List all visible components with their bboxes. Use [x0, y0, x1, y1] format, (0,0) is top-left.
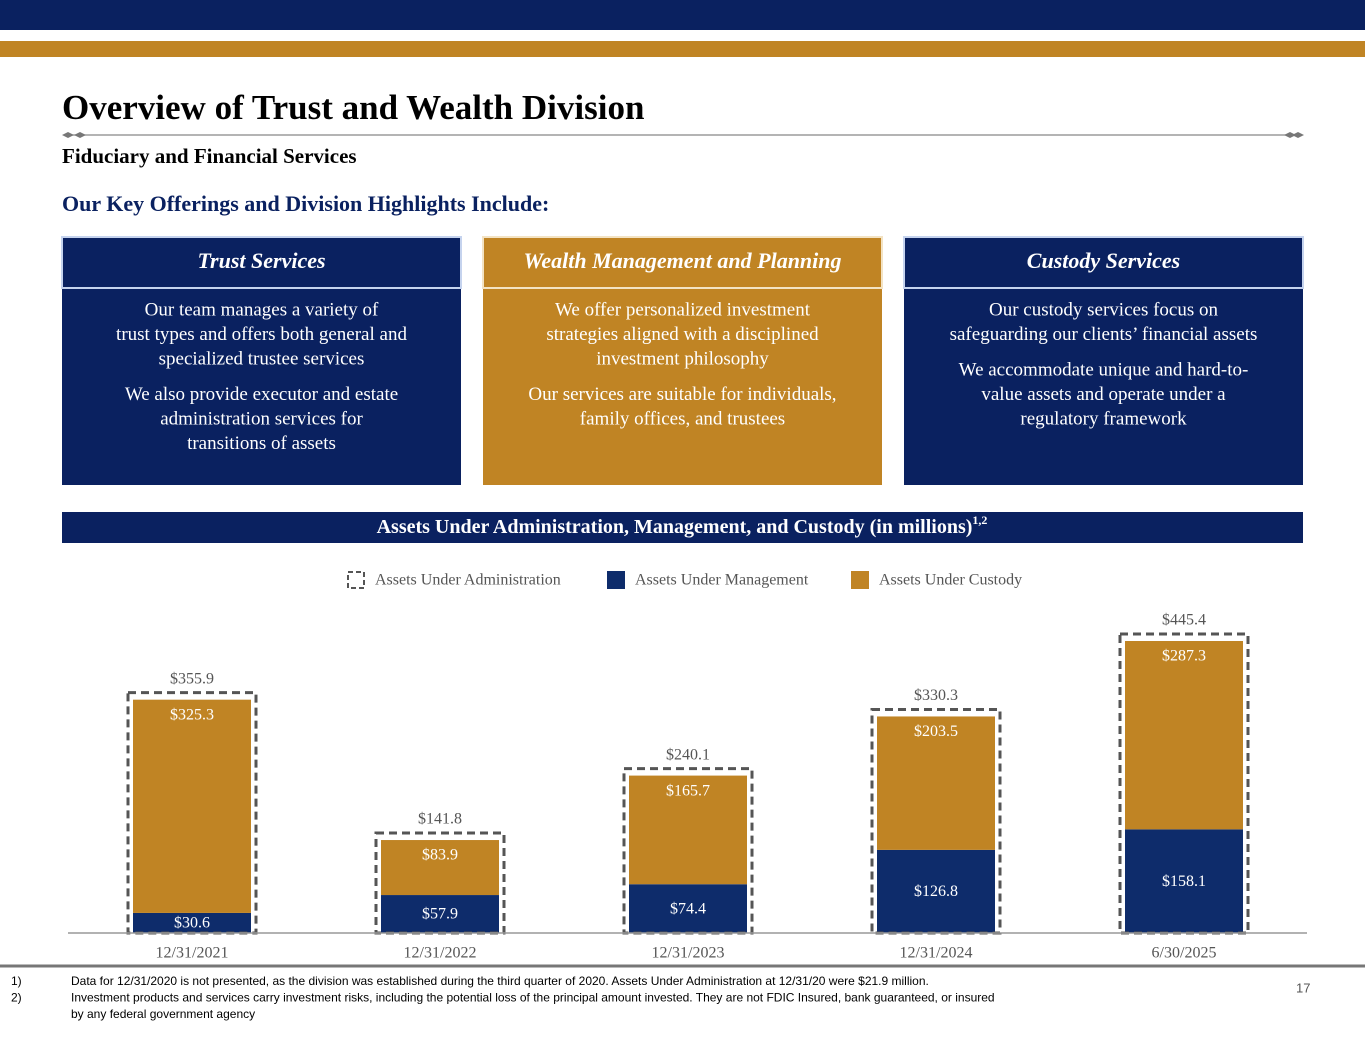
footnote-marker: 1): [11, 974, 22, 988]
card-text: We also provide executor and estate: [125, 384, 398, 405]
card-text: specialized trustee services: [159, 348, 365, 369]
bar-segment: [133, 912, 251, 933]
x-tick-label: 12/31/2022: [404, 945, 477, 962]
card-text: safeguarding our clients’ financial asse…: [950, 324, 1258, 345]
card-header: [482, 236, 883, 289]
legend-label: Assets Under Custody: [879, 572, 1022, 589]
bar-segment: [381, 895, 499, 933]
value-label: $83.9: [422, 847, 458, 864]
value-label: $158.1: [1162, 873, 1206, 890]
value-label: $126.8: [914, 883, 958, 900]
card-body: [62, 289, 461, 485]
outline-box: [1118, 632, 1250, 935]
card-title: Custody Services: [1027, 248, 1180, 273]
card-text: investment philosophy: [596, 348, 769, 369]
footnote-text: Investment products and services carry i…: [71, 991, 995, 1005]
chart-title-text: Assets Under Administration, Management,…: [377, 516, 973, 538]
bar-segment: [877, 716, 995, 850]
total-label: $330.3: [914, 687, 958, 704]
card-text: Our services are suitable for individual…: [528, 384, 836, 405]
value-label: $74.4: [670, 900, 706, 917]
chart-title: Assets Under Administration, Management,…: [377, 513, 988, 538]
card-header: [903, 236, 1304, 289]
x-tick-label: 12/31/2021: [156, 945, 229, 962]
legend-swatch: [607, 571, 625, 589]
total-label: $141.8: [418, 811, 462, 828]
value-label: $30.6: [174, 915, 210, 932]
card-text: family offices, and trustees: [580, 408, 785, 429]
x-tick-label: 6/30/2025: [1152, 945, 1217, 962]
chart-title-band: [62, 512, 1303, 543]
x-tick-label: 12/31/2023: [652, 945, 725, 962]
legend-swatch: [851, 571, 869, 589]
legend-label: Assets Under Management: [635, 572, 809, 589]
legend-swatch: [347, 571, 365, 589]
section-heading: Our Key Offerings and Division Highlight…: [62, 191, 549, 216]
card-title: Wealth Management and Planning: [523, 248, 841, 273]
footnote-text: Data for 12/31/2020 is not presented, as…: [71, 974, 929, 988]
footnote-text: by any federal government agency: [71, 1007, 255, 1021]
card-body: [904, 289, 1303, 485]
top-band: [0, 0, 1365, 30]
bar-segment: [1125, 641, 1243, 830]
bar-segment: [381, 840, 499, 896]
bar-segment: [133, 699, 251, 913]
value-label: $57.9: [422, 906, 458, 923]
bar-segment: [877, 849, 995, 933]
x-tick-label: 12/31/2024: [900, 945, 973, 962]
gold-band: [0, 41, 1365, 57]
card-text: Our custody services focus on: [989, 299, 1219, 320]
legend-label: Assets Under Administration: [375, 572, 561, 589]
total-label: $445.4: [1162, 612, 1206, 629]
card-text: We accommodate unique and hard-to-: [959, 359, 1249, 380]
card-body: [483, 289, 882, 485]
subtitle: Fiduciary and Financial Services: [62, 144, 357, 168]
card-text: value assets and operate under a: [981, 384, 1226, 405]
card-header: [61, 236, 462, 289]
card-text: administration services for: [160, 408, 363, 429]
total-label: $355.9: [170, 670, 214, 687]
value-label: $287.3: [1162, 648, 1206, 665]
bar-segment: [629, 884, 747, 933]
value-label: $325.3: [170, 706, 214, 723]
bar-segment: [1125, 829, 1243, 933]
value-label: $165.7: [666, 782, 710, 799]
bar-segment: [629, 775, 747, 885]
title: Overview of Trust and Wealth Division: [62, 88, 644, 127]
card-text: We offer personalized investment: [555, 299, 811, 320]
footnote-marker: 2): [11, 991, 22, 1005]
card-title: Trust Services: [197, 248, 325, 273]
value-label: $203.5: [914, 723, 958, 740]
total-label: $240.1: [666, 746, 710, 763]
card-text: trust types and offers both general and: [116, 324, 407, 345]
chart-title-note: 1,2: [972, 513, 987, 527]
card-text: strategies aligned with a disciplined: [546, 324, 819, 345]
card-text: transitions of assets: [187, 433, 336, 454]
card-text: regulatory framework: [1020, 408, 1187, 429]
card-text: Our team manages a variety of: [145, 299, 379, 320]
outline-box: [870, 707, 1002, 935]
page-number: 17: [1296, 980, 1310, 995]
